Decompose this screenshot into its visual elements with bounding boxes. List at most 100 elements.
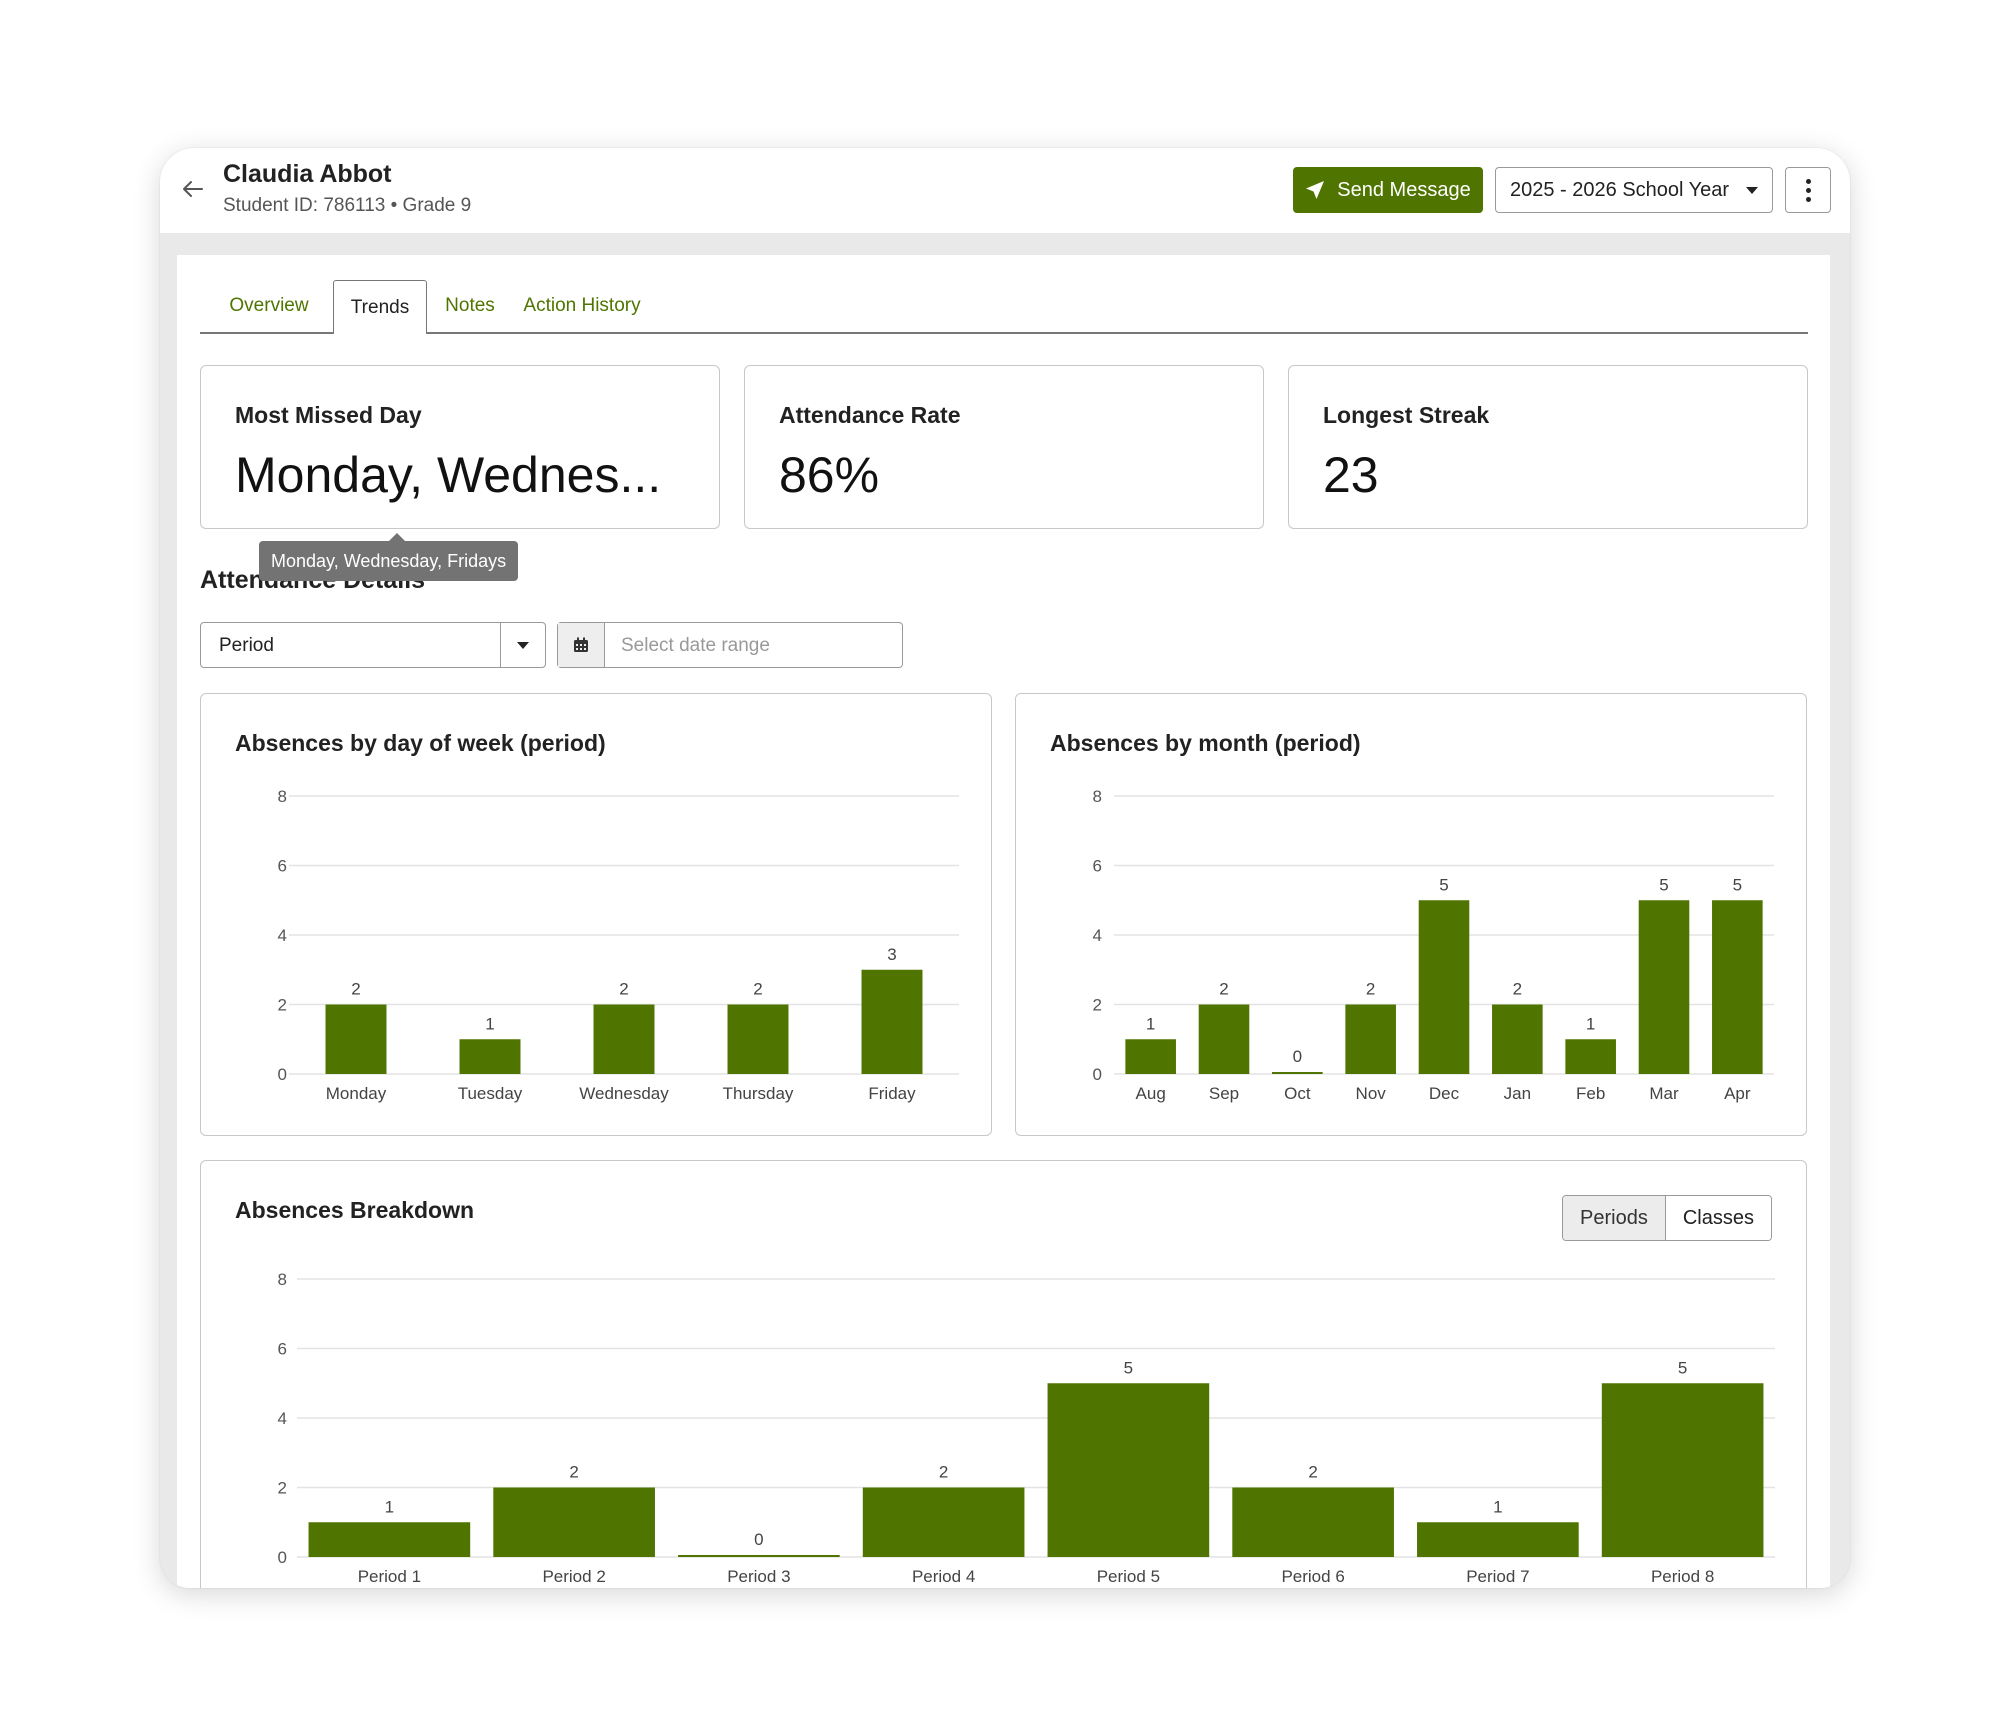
header-bar: Claudia Abbot Student ID: 786113 • Grade… (160, 148, 1850, 233)
data-label: 2 (1513, 980, 1522, 999)
x-tick-label: Oct (1284, 1084, 1311, 1103)
x-tick-label: Monday (326, 1084, 387, 1103)
select-divider (500, 623, 501, 667)
data-label: 2 (1219, 980, 1228, 999)
x-tick-label: Sep (1209, 1084, 1239, 1103)
tab-action-history[interactable]: Action History (523, 295, 641, 316)
x-tick-label: Jan (1504, 1084, 1531, 1103)
bar (1418, 900, 1470, 1074)
y-tick-label: 2 (1093, 996, 1102, 1015)
chart-card-month: Absences by month (period) 0 2 4 6 8 1 Aug 2 Sep… (1015, 693, 1807, 1136)
calendar-button[interactable] (558, 623, 605, 667)
tab-trends[interactable]: Trends (333, 280, 427, 334)
y-tick-label: 6 (278, 1340, 287, 1359)
stat-value: 86% (779, 447, 880, 503)
data-label: 2 (1308, 1463, 1317, 1482)
bar (727, 1004, 789, 1074)
y-tick-label: 4 (278, 1409, 287, 1428)
bar (325, 1004, 387, 1074)
y-tick-label: 8 (1093, 787, 1102, 806)
x-tick-label: Period 5 (1097, 1567, 1160, 1586)
bar (1565, 1039, 1616, 1074)
x-tick-label: Wednesday (579, 1084, 669, 1103)
x-tick-label: Tuesday (458, 1084, 523, 1103)
stat-label: Most Missed Day (235, 402, 422, 428)
tab-bar: Overview Trends Notes Action History (200, 280, 1808, 334)
bar (1492, 1004, 1543, 1074)
send-icon (1306, 181, 1325, 199)
data-label: 2 (351, 980, 360, 999)
bar (1417, 1522, 1579, 1557)
tab-overview[interactable]: Overview (229, 295, 309, 316)
stat-card-attendance-rate: Attendance Rate 86% (744, 365, 1264, 529)
bar (1047, 1383, 1210, 1557)
y-tick-label: 0 (278, 1548, 287, 1567)
y-tick-label: 4 (278, 926, 287, 945)
back-arrow-icon[interactable] (180, 176, 206, 202)
y-tick-label: 0 (278, 1065, 287, 1084)
date-range-placeholder: Select date range (621, 635, 770, 656)
bar (308, 1522, 471, 1557)
chart-title: Absences Breakdown (235, 1197, 475, 1223)
bar (1345, 1004, 1396, 1074)
data-label: 1 (1146, 1014, 1155, 1033)
data-label: 3 (887, 945, 896, 964)
bar (861, 969, 923, 1074)
x-tick-label: Thursday (723, 1084, 794, 1103)
bar (1712, 900, 1763, 1074)
bar (1638, 900, 1690, 1074)
chart-card-day-of-week: Absences by day of week (period) 0 2 4 6 8 2 M… (200, 693, 992, 1136)
kebab-dot-icon (1805, 187, 1811, 193)
stat-card-longest-streak: Longest Streak 23 (1288, 365, 1808, 529)
data-label: 2 (569, 1463, 578, 1482)
data-label: 5 (1659, 875, 1668, 894)
x-tick-label: Friday (868, 1084, 916, 1103)
y-tick-label: 4 (1093, 926, 1102, 945)
data-label: 5 (1439, 875, 1448, 894)
x-tick-label: Dec (1429, 1084, 1460, 1103)
periods-toggle-button[interactable]: Periods (1563, 1196, 1666, 1240)
stat-value: Monday, Wednes... (235, 447, 662, 503)
bar (1232, 1487, 1394, 1557)
date-range-input[interactable]: Select date range (557, 622, 903, 668)
school-year-label: 2025 - 2026 School Year (1510, 178, 1730, 201)
bar (1198, 1004, 1250, 1074)
y-tick-label: 6 (1093, 857, 1102, 876)
data-label: 5 (1124, 1358, 1133, 1377)
y-tick-label: 0 (1093, 1065, 1102, 1084)
x-tick-label: Feb (1576, 1084, 1605, 1103)
school-year-select[interactable]: 2025 - 2026 School Year (1495, 167, 1773, 213)
chart-title: Absences by day of week (period) (235, 730, 606, 756)
y-tick-label: 6 (278, 857, 287, 876)
tab-notes[interactable]: Notes (445, 295, 495, 316)
data-label: 0 (754, 1530, 763, 1549)
data-label: 5 (1678, 1358, 1687, 1377)
y-tick-label: 2 (278, 996, 287, 1015)
data-label: 1 (485, 1014, 494, 1033)
caret-down-icon[interactable] (517, 642, 529, 649)
chart-card-breakdown: Absences Breakdown Periods Classes 0 2 4 6 8… (200, 1160, 1807, 1588)
data-label: 2 (1366, 980, 1375, 999)
x-tick-label: Period 2 (542, 1567, 605, 1586)
y-tick-label: 8 (278, 1270, 287, 1289)
data-label: 0 (1293, 1047, 1302, 1066)
x-tick-label: Period 8 (1651, 1567, 1714, 1586)
student-profile-window: Claudia Abbot Student ID: 786113 • Grade… (160, 148, 1850, 1588)
trends-content: Overview Trends Notes Action History Mos… (177, 255, 1830, 1588)
student-name: Claudia Abbot (223, 160, 392, 188)
breakdown-chart: 0 2 4 6 8 1 Period 1 2 Period 2 0 Period 3 2 Period … (278, 1270, 1775, 1586)
calendar-icon (574, 637, 588, 652)
period-select-value: Period (219, 635, 274, 656)
y-tick-label: 8 (278, 787, 287, 806)
stat-label: Attendance Rate (779, 402, 961, 428)
send-message-label: Send Message (1337, 178, 1471, 201)
x-tick-label: Mar (1649, 1084, 1679, 1103)
month-chart: 0 2 4 6 8 1 Aug 2 Sep 0 Oct 2 Nov 5 Dec 2 Jan 1 Feb 5 Mar 5 Ap… (1093, 787, 1774, 1103)
classes-toggle-button[interactable]: Classes (1665, 1196, 1771, 1240)
more-options-button[interactable] (1785, 167, 1831, 213)
student-id-grade: Student ID: 786113 • Grade 9 (223, 195, 472, 216)
period-select[interactable]: Period (200, 622, 546, 668)
send-message-button[interactable]: Send Message (1293, 167, 1483, 213)
bar (593, 1004, 655, 1074)
stat-label: Longest Streak (1323, 402, 1490, 428)
